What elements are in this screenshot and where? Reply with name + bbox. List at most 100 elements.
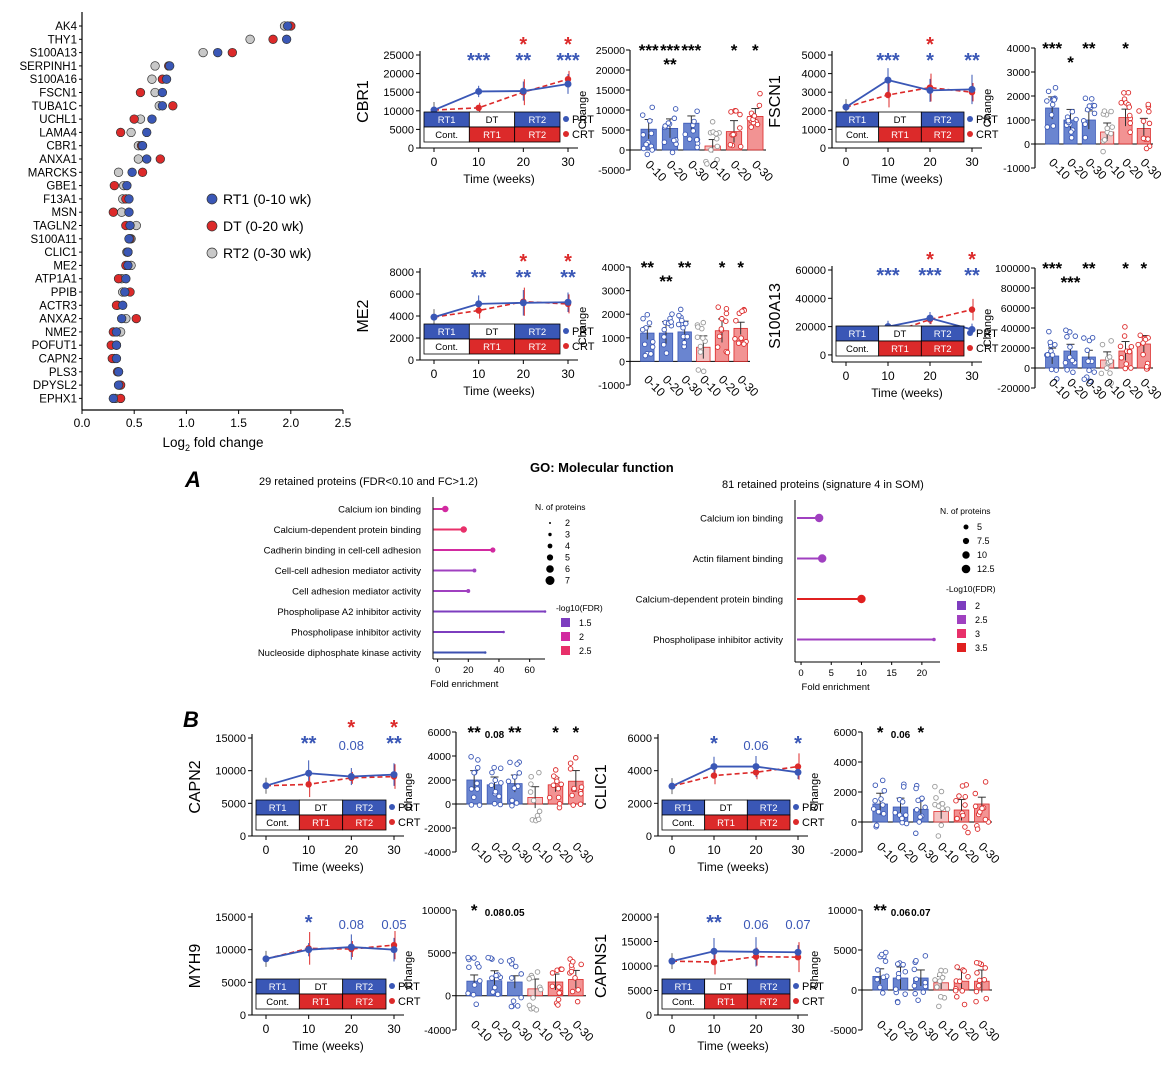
bar-chart-cbr1-change: -5000 0 5000 10000 15000 20000 25000 Change 0-10… (577, 41, 776, 185)
bar-significance: *** (681, 41, 701, 60)
phase-label-prt: RT1 (674, 982, 692, 993)
bar-significance: 0.06 (891, 908, 911, 919)
data-point (973, 988, 980, 995)
prt-point (564, 298, 572, 306)
data-point (881, 788, 888, 794)
prt-legend-marker (793, 804, 799, 810)
data-point (1063, 327, 1069, 333)
data-point (649, 147, 655, 153)
data-point (894, 999, 901, 1006)
data-point (493, 972, 499, 979)
dot-rt2 (198, 47, 208, 58)
y-tick-label: 10000 (621, 961, 652, 973)
data-point (1081, 335, 1087, 341)
crt-legend-marker (563, 343, 569, 349)
data-point (491, 764, 497, 771)
line-chart-capns1: 0 5000 10000 15000 20000 0 10 20 30 Time (weeks) C… (593, 912, 825, 1053)
protein-label: EPHX1 (39, 393, 77, 405)
fdr-legend-label: 2 (579, 632, 584, 642)
dot-dt (227, 47, 237, 58)
x-tick-label: 2.0 (282, 416, 299, 430)
x-tick-label: 20 (345, 1022, 359, 1036)
data-point (498, 958, 504, 964)
data-point (938, 967, 944, 974)
data-point (714, 143, 721, 150)
y-tick-label: 4000 (390, 311, 414, 323)
size-legend-label-right: 7.5 (977, 536, 990, 546)
prt-significance: ** (516, 50, 532, 72)
data-point (756, 102, 763, 109)
bar-chart-capns1-change: -50000500010000Change0-10**0-200.060-300… (809, 901, 1003, 1045)
data-point (466, 964, 472, 970)
data-point (1086, 103, 1093, 109)
data-point (902, 968, 909, 975)
size-legend-dot-right (962, 537, 970, 545)
x-tick-label: 10 (881, 369, 895, 383)
xlabel-sub: 2 (185, 443, 190, 453)
y-tick-label: -5000 (830, 1025, 857, 1037)
prt-legend-marker (389, 804, 395, 810)
data-point (718, 326, 725, 332)
data-point (471, 982, 478, 988)
data-point (914, 807, 920, 813)
prt-significance: ** (301, 733, 317, 755)
data-point (468, 802, 475, 808)
y-tick-label: 1000 (802, 124, 826, 136)
data-point (965, 973, 971, 980)
crt-point (752, 953, 760, 960)
time-axis-label: Time (weeks) (871, 172, 943, 186)
y-tick-label: 20000 (1001, 343, 1030, 355)
data-point (514, 761, 520, 767)
y-tick-label: 5000 (222, 798, 246, 810)
data-point (476, 802, 483, 808)
size-legend-dot-right (962, 551, 970, 559)
crt-legend-marker (389, 819, 395, 825)
dot-rt1 (124, 207, 134, 217)
x-tick-label: 5 (829, 668, 834, 679)
data-point (1070, 369, 1076, 376)
data-point (513, 800, 520, 806)
dot-dt (168, 101, 178, 111)
data-point (550, 773, 557, 779)
data-point (913, 785, 919, 792)
crt-point (475, 307, 482, 314)
phase-label-prt: RT1 (438, 327, 456, 338)
data-point (1104, 125, 1110, 132)
data-point (957, 978, 963, 985)
phase-label-crt: Cont. (846, 130, 869, 141)
y-tick-label: 0 (240, 831, 246, 843)
data-point (489, 975, 495, 981)
fdr-legend-swatch-right (957, 643, 966, 652)
lollipop-head (466, 589, 471, 593)
protein-label: NME2 (45, 327, 77, 339)
prt-point (305, 769, 313, 777)
right-subtitle: 81 retained proteins (signature 4 in SOM… (722, 479, 924, 491)
data-point (681, 339, 688, 346)
y-tick-label: 2000 (802, 106, 826, 118)
y-tick-label: -1000 (598, 380, 625, 392)
data-point (700, 368, 707, 375)
data-point (677, 306, 684, 313)
data-point (1062, 359, 1069, 366)
data-point (1091, 369, 1097, 375)
dot-rt1 (111, 340, 122, 350)
data-point (1108, 380, 1114, 386)
protein-label: PLS3 (49, 367, 77, 379)
phase-label-prt: DT (486, 327, 499, 338)
data-point (1087, 378, 1093, 384)
lollipop-head (483, 651, 487, 654)
go-term-label: Calcium ion binding (338, 505, 421, 516)
x-tick-label: 10 (302, 1022, 316, 1036)
dot-dt (137, 167, 148, 177)
data-point (465, 954, 471, 961)
go-term-label: Cell-cell adhesion mediator activity (275, 566, 422, 577)
y-tick-label: 0 (646, 831, 652, 843)
x-tick-label: 30 (791, 1022, 805, 1036)
data-point (526, 1002, 533, 1009)
bar-category-label: 0-30 (915, 1017, 942, 1044)
dot-rt1 (124, 194, 134, 204)
protein-label: SERPINH1 (19, 61, 77, 73)
size-legend-dot (549, 522, 551, 524)
data-point (915, 797, 921, 804)
data-point (475, 757, 481, 763)
